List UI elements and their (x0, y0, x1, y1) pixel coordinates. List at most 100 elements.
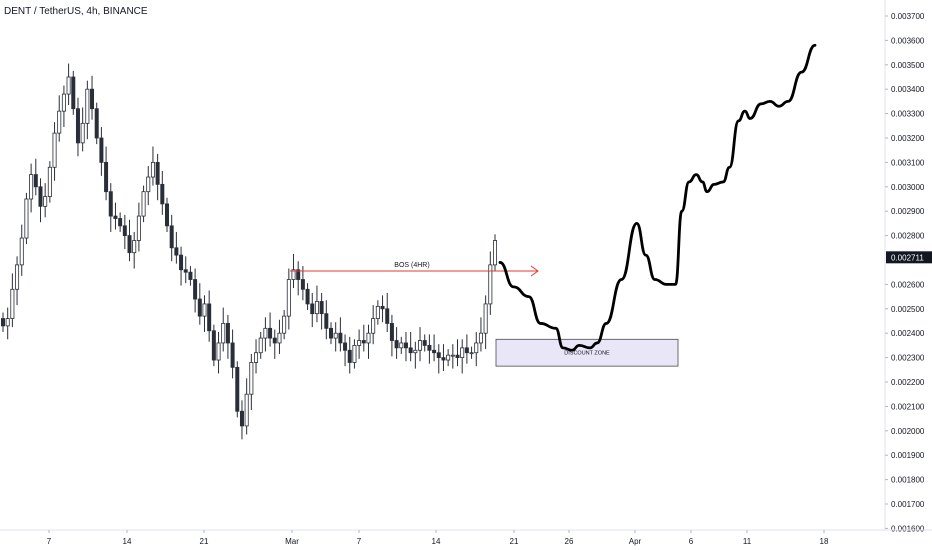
candle (460, 339, 465, 374)
candle (450, 344, 455, 369)
time-tick-label: 11 (743, 537, 752, 546)
candle-body (47, 166, 52, 197)
candle (118, 212, 123, 232)
candle-body (207, 303, 212, 332)
candle (319, 292, 324, 330)
candle (183, 256, 188, 284)
candle (389, 314, 394, 357)
candle (380, 295, 385, 323)
candle (24, 192, 29, 245)
candle-body (333, 332, 338, 339)
candle-body (478, 332, 483, 344)
price-tick-label: 0.002500 (891, 305, 925, 314)
candle (403, 331, 408, 362)
candle-body (310, 303, 315, 315)
candle-body (127, 235, 132, 254)
candle-body (277, 332, 282, 344)
candle-body (324, 313, 329, 329)
candle-body (394, 340, 399, 349)
discount-zone-box[interactable] (495, 338, 679, 367)
candle (272, 329, 277, 359)
candle (385, 292, 390, 332)
candle-body (225, 323, 230, 344)
candle (314, 285, 319, 323)
candle-body (85, 88, 90, 124)
candle (108, 183, 113, 232)
candle-body (469, 352, 474, 355)
candle-body (90, 88, 95, 110)
candle (399, 336, 404, 354)
candle-body (450, 354, 455, 357)
candle-body (15, 264, 20, 290)
candle-body (52, 132, 57, 168)
candle (483, 295, 488, 350)
candle (357, 329, 362, 359)
candle-body (188, 271, 193, 280)
candle-body (371, 318, 376, 334)
candle-body (286, 279, 291, 317)
candle-body (328, 327, 333, 339)
price-tick-label: 0.002200 (891, 378, 925, 387)
candle-body (24, 198, 29, 239)
candle-body (104, 161, 109, 193)
candle (193, 268, 198, 313)
candle-body (132, 240, 137, 254)
candle-body (221, 323, 226, 344)
candle (207, 290, 212, 342)
time-tick-label: Mar (285, 537, 299, 546)
candle-body (211, 330, 216, 361)
candle (127, 219, 132, 262)
candle (38, 178, 43, 223)
price-tick-label: 0.002400 (891, 329, 925, 338)
time-tick-label: 7 (47, 537, 52, 546)
candle-body (146, 176, 151, 193)
candle (216, 331, 221, 374)
candle-body (319, 301, 324, 315)
candle-body (136, 215, 141, 241)
price-axis[interactable]: 0.003700 0.003600 0.003500 0.003400 0.003300… (884, 0, 932, 533)
candle (333, 322, 338, 352)
candle (474, 331, 479, 367)
candle (174, 231, 179, 264)
time-tick-label: Apr (629, 537, 642, 546)
candle (441, 344, 446, 372)
price-tick-label: 0.001900 (891, 451, 925, 460)
bos-arrow-head (530, 265, 539, 277)
price-tick-label: 0.001600 (891, 524, 925, 533)
candle-body (418, 340, 423, 351)
candle (104, 146, 109, 201)
price-tick-label: 0.001800 (891, 476, 925, 485)
candle-body (141, 191, 146, 217)
candle-body (197, 298, 202, 317)
candle (239, 400, 244, 440)
candle-body (422, 340, 427, 346)
candle-body (338, 332, 343, 344)
candle (478, 317, 483, 352)
candle (268, 312, 273, 347)
candle-body (202, 303, 207, 317)
candle (263, 317, 268, 352)
candle (277, 319, 282, 354)
discount-zone-label: DISCOUNT ZONE (564, 351, 610, 357)
candle (179, 246, 184, 286)
candle (422, 334, 427, 352)
price-tick-label: 0.002300 (891, 354, 925, 363)
projection-path[interactable] (498, 43, 817, 352)
candle-body (403, 342, 408, 349)
time-tick-label: 14 (432, 537, 441, 546)
candle-body (150, 161, 155, 178)
candle (211, 324, 216, 367)
candle-body (300, 279, 305, 290)
candle-body (282, 315, 287, 334)
candle-body (43, 196, 48, 207)
price-tick-label: 0.002900 (891, 207, 925, 216)
candle (85, 80, 90, 140)
price-tick-label: 0.002100 (891, 402, 925, 411)
candle (413, 341, 418, 369)
time-axis[interactable]: 7 14 21 Mar 7 14 21 26 Apr 6 11 18 (0, 529, 932, 546)
candle (99, 127, 104, 176)
price-tick-label: 0.001700 (891, 500, 925, 509)
candle-body (343, 342, 348, 351)
price-tick-label: 0.003100 (891, 158, 925, 167)
